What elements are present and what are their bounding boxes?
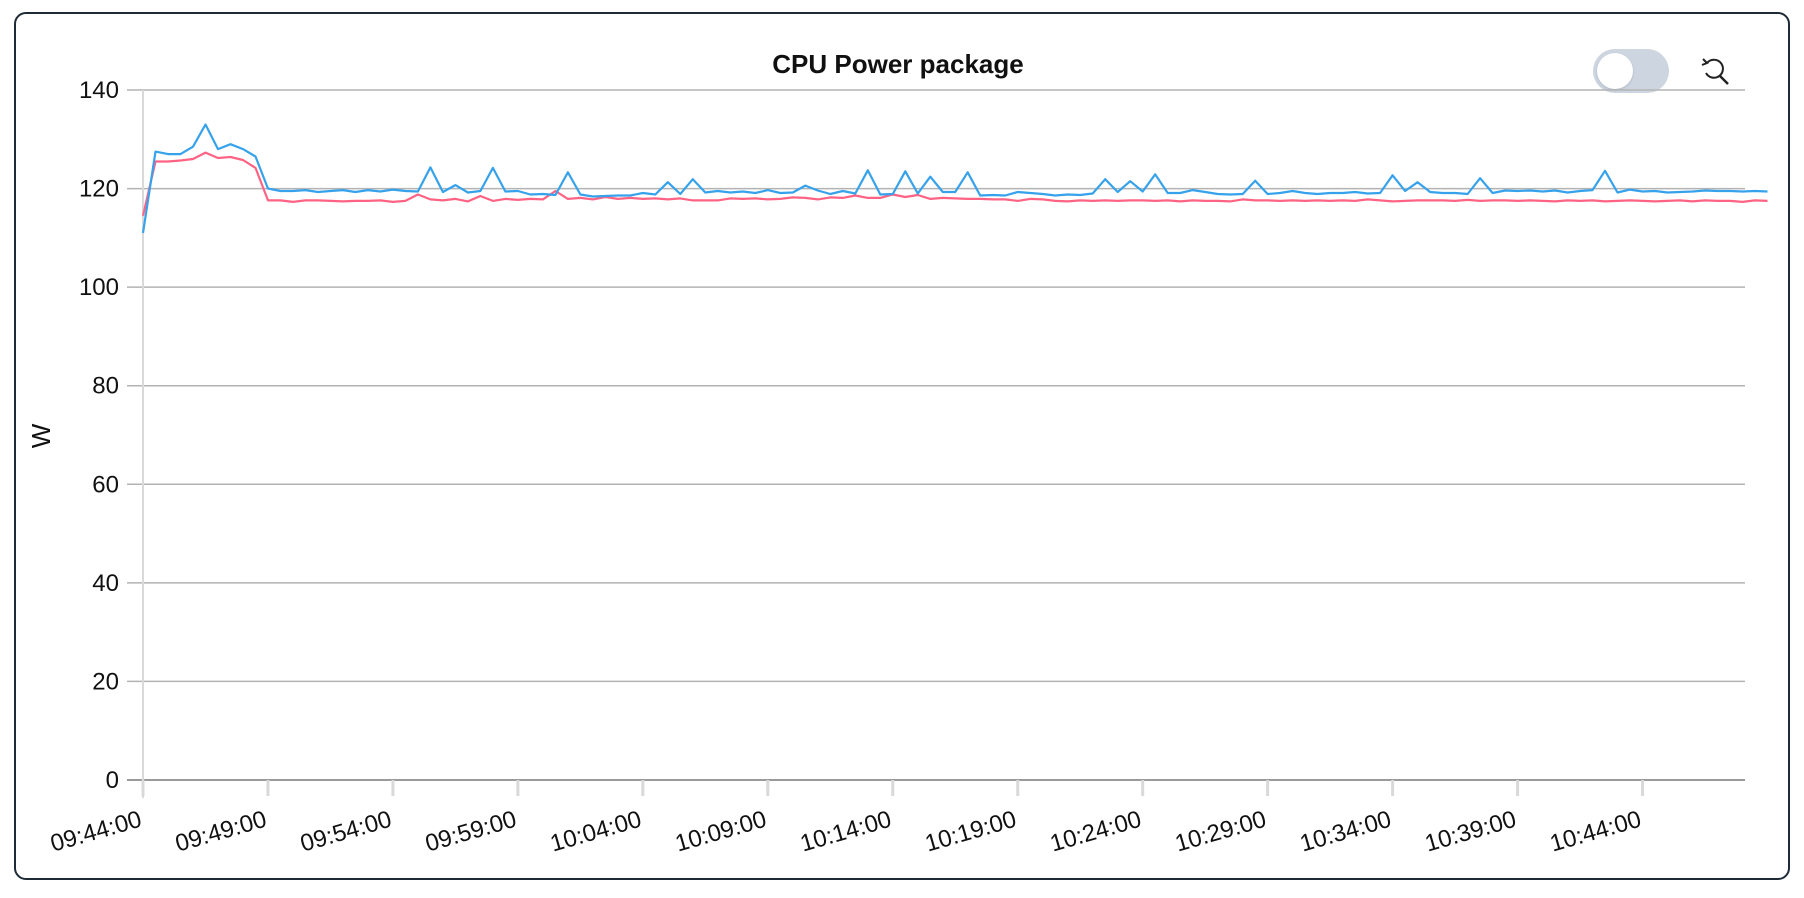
x-tick-label: 10:14:00 — [797, 806, 894, 858]
y-axis-title: W — [26, 423, 56, 448]
y-tick-label: 120 — [79, 176, 119, 203]
x-tick-label: 10:29:00 — [1172, 806, 1269, 858]
y-tick-label: 140 — [79, 77, 119, 104]
x-tick-label: 10:09:00 — [672, 806, 769, 858]
axis-ticks: 0 20 40 60 80 100 120 140 09:44:00 09:49:00 09:54:… — [47, 77, 1644, 858]
series-lines — [141, 123, 1768, 234]
series-toggle-switch[interactable] — [1593, 49, 1669, 93]
x-tick-label: 10:34:00 — [1297, 806, 1394, 858]
x-tick-label: 09:49:00 — [172, 806, 269, 858]
x-tick-label: 10:04:00 — [547, 806, 644, 858]
y-tick-label: 60 — [92, 471, 119, 498]
zoom-reset-icon — [1701, 58, 1729, 85]
chart-title: CPU Power package — [772, 49, 1024, 79]
x-tick-label: 10:44:00 — [1547, 806, 1644, 858]
y-tick-label: 0 — [106, 767, 119, 794]
grid-lines — [127, 89, 1745, 798]
x-tick-label: 09:44:00 — [47, 806, 144, 858]
series-line — [141, 151, 1768, 216]
toggle-knob — [1597, 53, 1633, 89]
x-tick-label: 09:54:00 — [297, 806, 394, 858]
y-tick-label: 80 — [92, 373, 119, 400]
y-tick-label: 20 — [92, 668, 119, 695]
series-line — [141, 123, 1768, 234]
y-tick-label: 100 — [79, 274, 119, 301]
y-tick-label: 40 — [92, 570, 119, 597]
x-tick-label: 10:24:00 — [1047, 806, 1144, 858]
reset-zoom-button[interactable] — [1698, 54, 1732, 88]
chart-card: CPU Power package — [14, 12, 1790, 880]
x-tick-label: 09:59:00 — [422, 806, 519, 858]
x-tick-label: 10:19:00 — [922, 806, 1019, 858]
x-tick-label: 10:39:00 — [1422, 806, 1519, 858]
